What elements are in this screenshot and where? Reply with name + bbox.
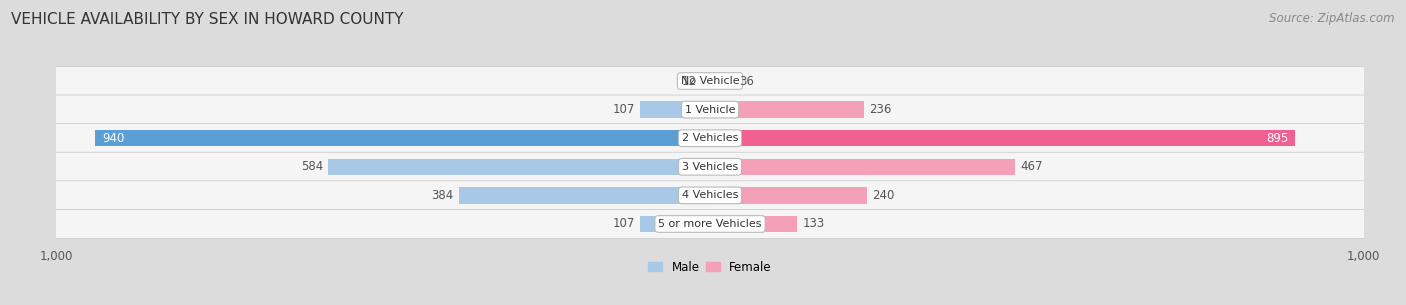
Bar <box>710 130 1295 146</box>
Text: 12: 12 <box>682 74 697 88</box>
Bar <box>710 216 797 232</box>
Bar <box>702 73 710 89</box>
Bar <box>640 101 710 118</box>
FancyBboxPatch shape <box>46 0 1374 305</box>
Text: 107: 107 <box>613 103 636 116</box>
FancyBboxPatch shape <box>46 0 1374 305</box>
Text: 584: 584 <box>301 160 323 173</box>
Bar <box>96 130 710 146</box>
Text: 384: 384 <box>432 189 454 202</box>
Text: 2 Vehicles: 2 Vehicles <box>682 133 738 143</box>
Text: 240: 240 <box>872 189 894 202</box>
Bar <box>710 101 865 118</box>
Bar <box>710 159 1015 175</box>
Text: No Vehicle: No Vehicle <box>681 76 740 86</box>
Bar <box>710 187 868 204</box>
Text: 1 Vehicle: 1 Vehicle <box>685 105 735 115</box>
Text: 3 Vehicles: 3 Vehicles <box>682 162 738 172</box>
Text: 133: 133 <box>803 217 824 231</box>
FancyBboxPatch shape <box>46 0 1374 305</box>
FancyBboxPatch shape <box>46 0 1374 305</box>
Text: 4 Vehicles: 4 Vehicles <box>682 190 738 200</box>
Text: 940: 940 <box>103 132 124 145</box>
Legend: Male, Female: Male, Female <box>644 256 776 278</box>
Text: 107: 107 <box>613 217 636 231</box>
Text: 36: 36 <box>738 74 754 88</box>
Text: 895: 895 <box>1267 132 1289 145</box>
FancyBboxPatch shape <box>46 0 1374 305</box>
Bar <box>710 73 734 89</box>
Bar <box>458 187 710 204</box>
Text: 236: 236 <box>869 103 891 116</box>
Bar <box>328 159 710 175</box>
Bar <box>640 216 710 232</box>
Text: 467: 467 <box>1021 160 1043 173</box>
Text: 5 or more Vehicles: 5 or more Vehicles <box>658 219 762 229</box>
Text: Source: ZipAtlas.com: Source: ZipAtlas.com <box>1270 12 1395 25</box>
FancyBboxPatch shape <box>46 0 1374 305</box>
Text: VEHICLE AVAILABILITY BY SEX IN HOWARD COUNTY: VEHICLE AVAILABILITY BY SEX IN HOWARD CO… <box>11 12 404 27</box>
